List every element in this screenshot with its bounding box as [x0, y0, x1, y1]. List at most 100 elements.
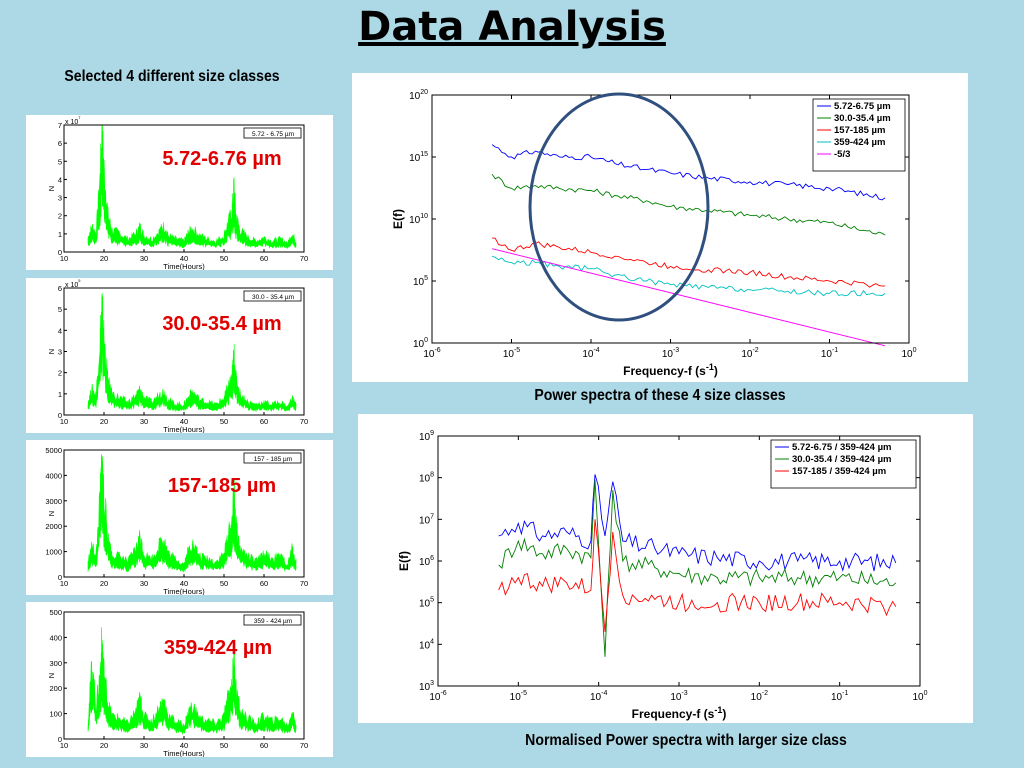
y-axis-label: E(f): [391, 209, 405, 229]
y-tick-label: 6: [58, 139, 62, 148]
timeseries-chart-1: 10 20 30 40 50 60 70 0 1 2 3 4 5 6 7 Time(Hours) Nx 107 5…: [47, 115, 308, 271]
x-tick-label: 60: [260, 417, 268, 426]
y-tick-label: 500: [49, 608, 62, 617]
legend-box: [812, 98, 906, 172]
timeseries-chart-3: 10 20 30 40 50 60 70 0 1000 2000 3000 4000 5000 Time(…: [45, 446, 308, 596]
x-tick-label: 10: [60, 417, 68, 426]
y-tick-label: 100: [413, 337, 428, 350]
x-tick-label: 10-5: [503, 347, 520, 360]
x-tick-label: 40: [180, 579, 188, 588]
x-axis-label: Frequency-f (s-1): [632, 705, 727, 721]
axis-exponent: x 105: [65, 278, 81, 289]
y-tick-label: 105: [419, 597, 434, 610]
legend-box: [243, 290, 302, 302]
y-tick-label: 1: [58, 230, 62, 239]
x-tick-label: 20: [100, 417, 108, 426]
x-tick-label: 10-1: [821, 347, 838, 360]
y-tick-label: 107: [419, 513, 434, 526]
normalised-spectra-chart: 10-6 10-5 10-4 10-3 10-2 10-1 100 103 104 105 106 1…: [397, 430, 928, 721]
legend-entry: 5.72-6.75 / 359-424 µm: [792, 442, 892, 453]
normalised-spectra-panel: 10-6 10-5 10-4 10-3 10-2 10-1 100 103 104 105 106 1…: [358, 414, 973, 723]
y-tick-label: 105: [413, 275, 428, 288]
legend-entry: 359-424 µm: [834, 137, 885, 148]
x-tick-label: 20: [100, 741, 108, 750]
x-tick-label: 10-4: [590, 690, 607, 703]
x-tick-label: 20: [100, 579, 108, 588]
y-tick-label: 3: [58, 348, 62, 357]
x-tick-label: 40: [180, 254, 188, 263]
x-tick-label: 10-3: [670, 690, 687, 703]
x-tick-label: 40: [180, 417, 188, 426]
x-axis-label: Time(Hours): [163, 749, 205, 757]
y-tick-label: 2: [58, 369, 62, 378]
x-tick-label: 10-6: [429, 690, 446, 703]
y-tick-label: 3: [58, 194, 62, 203]
y-tick-label: 0: [58, 411, 62, 420]
y-tick-label: 0: [58, 248, 62, 257]
x-tick-label: 10: [60, 579, 68, 588]
x-tick-label: 30: [140, 741, 148, 750]
x-axis-label: Time(Hours): [163, 425, 205, 433]
y-axis-label: N: [47, 511, 56, 516]
spectrum-series-line: [491, 144, 886, 201]
legend-entry: 5.72-6.75 µm: [834, 101, 891, 112]
legend-box: [770, 439, 917, 489]
y-tick-label: 100: [49, 710, 62, 719]
y-tick-label: 2000: [45, 522, 62, 531]
timeseries-series-area: [87, 292, 297, 413]
x-tick-label: 50: [220, 417, 228, 426]
y-tick-label: 106: [419, 555, 434, 568]
x-tick-label: 10-4: [582, 347, 599, 360]
legend-entry: 5.72 - 6.75 µm: [252, 131, 294, 138]
y-tick-label: 5000: [45, 446, 62, 455]
legend-entry: 157-185 µm: [834, 125, 885, 136]
y-tick-label: 4000: [45, 471, 62, 480]
timeseries-panel-3: 10 20 30 40 50 60 70 0 1000 2000 3000 4000 5000 Time(…: [26, 440, 333, 596]
x-tick-label: 70: [300, 417, 308, 426]
x-tick-label: 50: [220, 254, 228, 263]
legend-entry: 30.0-35.4 / 359-424 µm: [792, 454, 892, 465]
legend-box: [243, 452, 302, 464]
timeseries-series-area: [87, 454, 297, 573]
x-tick-label: 50: [220, 741, 228, 750]
spectrum-series-line: [492, 237, 886, 288]
spectrum-series-line: [491, 174, 886, 236]
x-tick-label: 60: [260, 579, 268, 588]
y-tick-label: 2: [58, 212, 62, 221]
timeseries-chart-2: 10 20 30 40 50 60 70 0 1 2 3 4 5 6 Time(Hours) Nx 105 30…: [47, 278, 308, 434]
y-tick-label: 1000: [45, 548, 62, 557]
y-tick-label: 200: [49, 684, 62, 693]
x-tick-label: 10: [60, 254, 68, 263]
y-tick-label: 0: [58, 735, 62, 744]
x-tick-label: 100: [912, 690, 927, 703]
timeseries-series-area: [87, 124, 297, 250]
legend-box: [243, 614, 302, 626]
spectrum-series-line: [491, 248, 886, 347]
y-axis-label: N: [47, 349, 56, 354]
y-axis-label: N: [47, 673, 56, 678]
x-axis-label: Time(Hours): [163, 262, 205, 270]
legend-box: [243, 127, 302, 139]
y-tick-label: 4: [58, 175, 62, 184]
y-tick-label: 1010: [409, 213, 428, 226]
size-class-label: 5.72-6.76 µm: [162, 148, 281, 170]
caption-size-classes: Selected 4 different size classes: [64, 68, 280, 85]
y-tick-label: 109: [419, 430, 434, 443]
y-tick-label: 1: [58, 390, 62, 399]
x-tick-label: 60: [260, 254, 268, 263]
y-tick-label: 5: [58, 157, 62, 166]
y-tick-label: 0: [58, 573, 62, 582]
y-axis-label: N: [47, 186, 56, 191]
x-tick-label: 100: [901, 347, 916, 360]
x-tick-label: 70: [300, 579, 308, 588]
timeseries-series-area: [87, 627, 297, 735]
x-tick-label: 40: [180, 741, 188, 750]
y-axis-label: E(f): [397, 551, 411, 571]
x-axis-label: Frequency-f (s-1): [623, 362, 718, 378]
x-tick-label: 10-6: [423, 347, 440, 360]
y-tick-label: 1020: [409, 89, 428, 102]
timeseries-chart-4: 10 20 30 40 50 60 70 0 100 200 300 400 500 Time(Hours…: [47, 608, 308, 758]
x-tick-label: 10-5: [510, 690, 527, 703]
x-tick-label: 60: [260, 741, 268, 750]
